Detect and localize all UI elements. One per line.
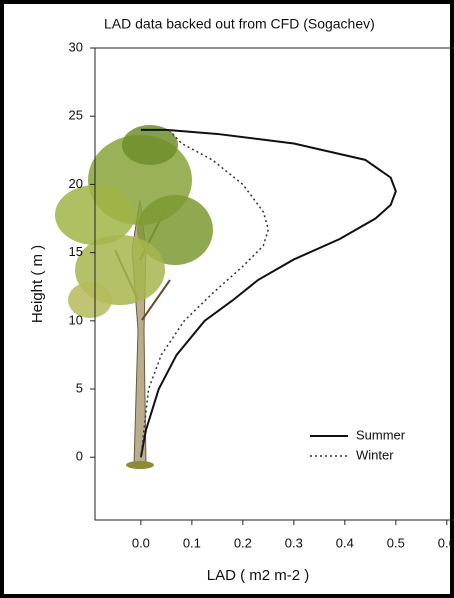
series-line bbox=[139, 128, 397, 458]
x-tick-label: 0.5 bbox=[387, 535, 405, 550]
x-tick-label: 0.0 bbox=[132, 535, 150, 550]
tree-illustration bbox=[55, 125, 213, 469]
y-tick-label: 5 bbox=[76, 380, 83, 395]
y-tick-label: 25 bbox=[69, 108, 83, 123]
y-tick-label: 10 bbox=[69, 312, 83, 327]
series-line bbox=[140, 129, 270, 458]
y-tick-label: 15 bbox=[69, 244, 83, 259]
legend-label: Winter bbox=[356, 447, 394, 462]
y-tick-label: 0 bbox=[76, 449, 83, 464]
x-axis-label: LAD ( m2 m-2 ) bbox=[207, 567, 310, 584]
y-tick-label: 20 bbox=[69, 176, 83, 191]
x-tick-label: 0.6 bbox=[438, 535, 454, 550]
y-axis-label: Height ( m ) bbox=[29, 245, 46, 323]
chart-title: LAD data backed out from CFD (Sogachev) bbox=[104, 16, 375, 32]
x-tick-label: 0.4 bbox=[336, 535, 354, 550]
x-tick-label: 0.3 bbox=[285, 535, 303, 550]
plot-frame bbox=[94, 47, 454, 521]
y-tick-label: 30 bbox=[69, 39, 83, 54]
legend-label: Summer bbox=[356, 427, 406, 442]
x-tick-label: 0.1 bbox=[183, 535, 201, 550]
x-tick-label: 0.2 bbox=[234, 535, 252, 550]
